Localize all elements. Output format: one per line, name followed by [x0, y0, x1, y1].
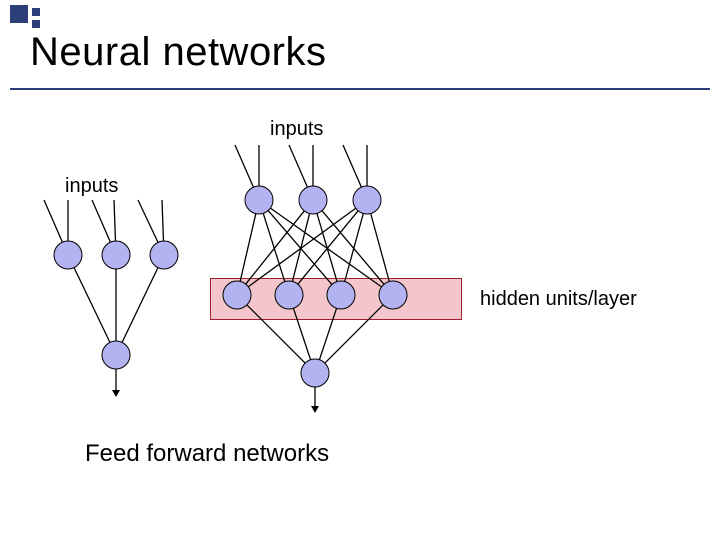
accent-square-small-1 — [32, 8, 40, 16]
label-inputs-right: inputs — [270, 118, 323, 141]
label-hidden: hidden units/layer — [480, 288, 637, 311]
accent-square-large — [10, 5, 28, 23]
title-underline — [10, 88, 710, 90]
slide: Neural networks inputs inputs hidden uni… — [0, 0, 720, 540]
label-inputs-left: inputs — [65, 175, 118, 198]
network-right — [215, 145, 465, 445]
slide-title: Neural networks — [30, 30, 327, 75]
accent-square-small-2 — [32, 20, 40, 28]
network-left — [30, 200, 230, 440]
